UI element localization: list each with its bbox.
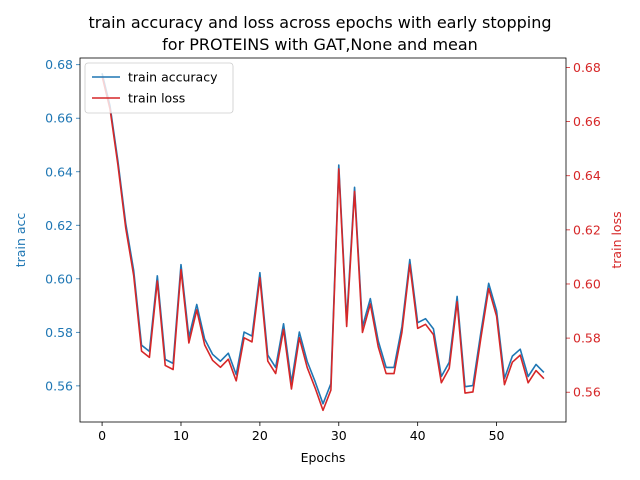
y-tick-label-right: 0.56	[573, 385, 601, 400]
y-tick-label-left: 0.58	[45, 325, 73, 340]
y-tick-label-right: 0.68	[573, 60, 601, 75]
x-tick-label: 20	[252, 428, 268, 443]
legend-label-train-accuracy: train accuracy	[128, 70, 218, 85]
plot-frame	[79, 57, 567, 423]
chart-title-line-1: train accuracy and loss across epochs wi…	[88, 13, 551, 32]
x-tick-label: 0	[98, 428, 106, 443]
lines-layer	[101, 73, 545, 412]
y-tick-label-right: 0.58	[573, 331, 601, 346]
ticks-layer: 0 10 20 30 40 50 0.56 0.58 0.60 0.62 0.64 0.66 0.68 0…	[45, 57, 601, 443]
y-tick-label-right: 0.64	[573, 168, 601, 183]
y-tick-label-left: 0.64	[45, 164, 73, 179]
x-tick-label: 50	[489, 428, 505, 443]
legend-label-train-loss: train loss	[128, 91, 185, 106]
legend: train accuracy train loss	[84, 62, 234, 114]
chart-title-line-2: for PROTEINS with GAT,None and mean	[162, 35, 478, 54]
y-tick-label-left: 0.62	[45, 218, 73, 233]
y-tick-label-right: 0.66	[573, 114, 601, 129]
x-axis-label: Epochs	[301, 450, 346, 465]
y-axis-label-left: train acc	[13, 213, 28, 268]
series-line-train-loss	[101, 75, 545, 412]
legend-box	[84, 62, 234, 114]
y-tick-label-left: 0.56	[45, 378, 73, 393]
y-tick-label-right: 0.62	[573, 222, 601, 237]
x-tick-label: 40	[410, 428, 426, 443]
y-tick-label-left: 0.66	[45, 111, 73, 126]
y-tick-label-left: 0.68	[45, 57, 73, 72]
y-tick-label-right: 0.60	[573, 276, 601, 291]
y-axis-label-right: train loss	[609, 211, 624, 268]
y-tick-label-left: 0.60	[45, 271, 73, 286]
x-tick-label: 10	[173, 428, 189, 443]
x-tick-label: 30	[331, 428, 347, 443]
